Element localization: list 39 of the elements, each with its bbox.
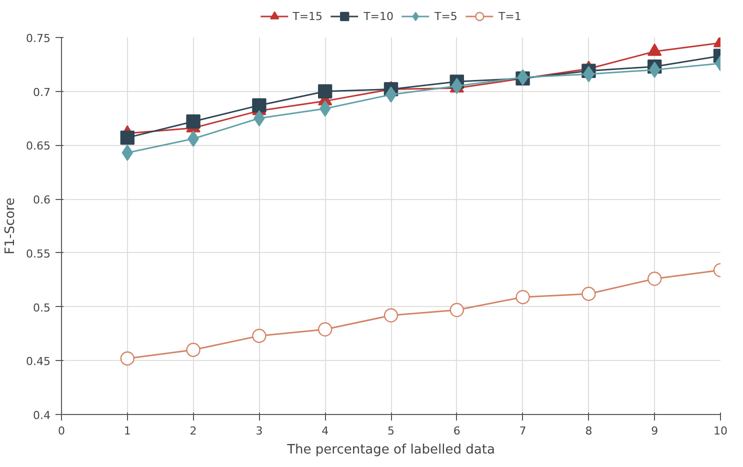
y-tick-label: 0.45: [26, 355, 51, 368]
y-tick-label: 0.6: [33, 194, 51, 207]
y-tick-label: 0.55: [26, 247, 51, 260]
x-axis-title: The percentage of labelled data: [286, 442, 495, 458]
y-tick-label: 0.5: [33, 301, 51, 314]
x-tick-label: 4: [322, 424, 329, 438]
point: [516, 290, 530, 304]
point: [450, 302, 464, 318]
legend-label: T=5: [434, 10, 458, 22]
x-tick-label: 2: [190, 424, 197, 438]
x-tick-label: 6: [453, 424, 460, 438]
point: [186, 342, 200, 357]
y-tick-label: 0.4: [33, 409, 51, 422]
x-tick-label: 9: [651, 424, 658, 438]
x-tick-label: 1: [124, 424, 131, 438]
y-tick-label: 0.65: [26, 140, 51, 153]
x-tick-label: 8: [585, 424, 592, 438]
point: [252, 98, 266, 112]
x-tick-label: 3: [256, 424, 263, 438]
y-axis-title: F1-Score: [3, 198, 18, 254]
point: [582, 286, 596, 301]
point: [318, 322, 332, 336]
point: [120, 351, 134, 366]
y-tick-label: 0.7: [33, 86, 51, 99]
point: [385, 86, 397, 103]
point: [120, 130, 134, 145]
x-tick-label: 0: [58, 424, 65, 438]
legend-label: T=10: [364, 10, 394, 22]
legend-label: T=15: [292, 10, 323, 22]
legend-label: T=1: [498, 10, 522, 22]
x-tick-label: 10: [714, 424, 728, 438]
x-tick-label: 5: [388, 424, 394, 438]
y-tick-label: 0.75: [26, 32, 51, 45]
point: [648, 272, 662, 286]
point: [252, 328, 266, 343]
point: [186, 114, 200, 129]
point: [384, 308, 398, 322]
x-tick-label: 7: [519, 424, 526, 438]
point: [318, 84, 332, 98]
